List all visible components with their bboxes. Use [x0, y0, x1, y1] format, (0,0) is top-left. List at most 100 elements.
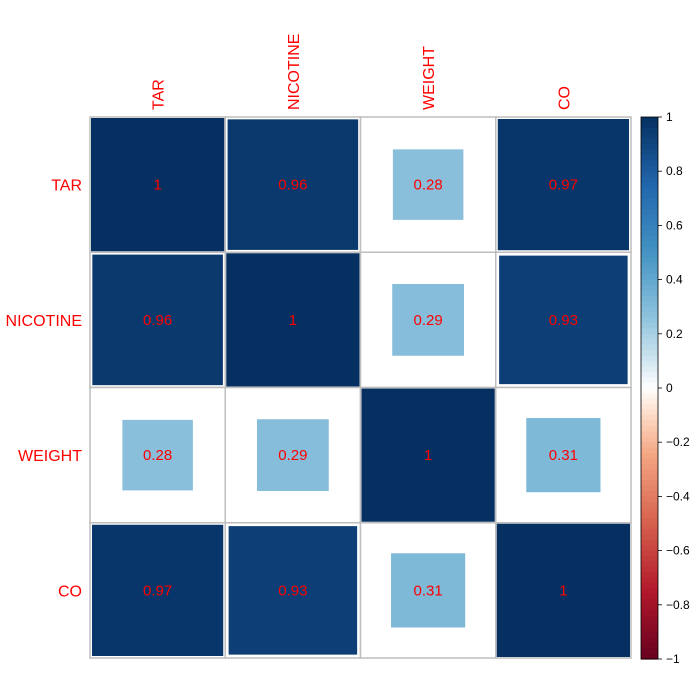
- colorbar-segment: [641, 648, 658, 655]
- colorbar-segment: [641, 545, 658, 552]
- colorbar-segment: [641, 198, 658, 205]
- correlation-square: [499, 255, 628, 385]
- colorbar-segment: [641, 425, 658, 432]
- colorbar-segment: [641, 577, 658, 584]
- colorbar-segment: [641, 295, 658, 302]
- colorbar-segment: [641, 285, 658, 292]
- colorbar-segment: [641, 447, 658, 454]
- colorbar-tick-label: −0.4: [666, 489, 690, 503]
- row-labels: TAR NICOTINE WEIGHT CO: [6, 178, 83, 601]
- colorbar-segment: [641, 344, 658, 351]
- colorbar-segment: [641, 436, 658, 443]
- colorbar-segment: [641, 360, 658, 367]
- correlation-value-label: 1: [153, 177, 161, 194]
- colorbar-segment: [641, 257, 658, 264]
- colorbar-tick-label: 1: [666, 110, 673, 124]
- colorbar-tick-label: −0.2: [666, 435, 690, 449]
- colorbar-tick-label: 0.6: [666, 218, 683, 232]
- colorbar-segment: [641, 583, 658, 590]
- colorbar-segment: [641, 355, 658, 362]
- colorbar-segment: [641, 371, 658, 378]
- colorbar-segment: [641, 518, 658, 525]
- colorbar-segment: [641, 138, 658, 145]
- colorbar-segment: [641, 247, 658, 254]
- correlation-value-label: 0.93: [549, 312, 578, 329]
- correlation-value-label: 0.31: [549, 447, 578, 464]
- correlation-square: [361, 388, 495, 522]
- colorbar-segment: [641, 268, 658, 275]
- colorbar-segment: [641, 127, 658, 134]
- correlation-square: [92, 524, 224, 656]
- colorbar-segment: [641, 209, 658, 216]
- colorbar-segment: [641, 642, 658, 649]
- colorbar-tick-label: −0.8: [666, 598, 690, 612]
- colorbar-segment: [641, 615, 658, 622]
- colorbar-segment: [641, 442, 658, 449]
- colorbar-segment: [641, 501, 658, 508]
- colorbar-segment: [641, 312, 658, 319]
- colorbar-segment: [641, 328, 658, 335]
- colorbar-segment: [641, 474, 658, 481]
- colorbar-segment: [641, 241, 658, 248]
- colorbar-segment: [641, 393, 658, 400]
- correlation-value-label: 0.29: [414, 312, 443, 329]
- colorbar-segment: [641, 453, 658, 460]
- correlation-value-label: 0.29: [278, 447, 307, 464]
- colorbar-segment: [641, 610, 658, 617]
- colorbar-segment: [641, 490, 658, 497]
- colorbar-tick-label: −1: [666, 652, 680, 666]
- colorbar-segment: [641, 561, 658, 568]
- colorbar-segment: [641, 133, 658, 140]
- row-label: NICOTINE: [6, 313, 82, 330]
- colorbar-segment: [641, 550, 658, 557]
- colorbar-segment: [641, 187, 658, 194]
- colorbar-tick-label: 0: [666, 381, 673, 395]
- colorbar-segment: [641, 415, 658, 422]
- colorbar-tick-label: −0.6: [666, 544, 690, 558]
- column-labels: TAR NICOTINE WEIGHT CO: [151, 34, 574, 110]
- colorbar-segment: [641, 556, 658, 563]
- colorbar-segment: [641, 339, 658, 346]
- colorbar-segment: [641, 534, 658, 541]
- colorbar-segment: [641, 274, 658, 281]
- correlation-value-label: 1: [289, 312, 297, 329]
- correlation-value-label: 0.97: [549, 177, 578, 194]
- colorbar-segment: [641, 507, 658, 514]
- colorbar-segment: [641, 160, 658, 167]
- colorbar-segment: [641, 366, 658, 373]
- correlation-square: [392, 149, 464, 220]
- colorbar-tick-label: 0.2: [666, 327, 683, 341]
- colorbar-segment: [641, 599, 658, 606]
- colorbar-segment: [641, 176, 658, 183]
- colorbar-segment: [641, 182, 658, 189]
- correlation-value-label: 0.28: [143, 447, 172, 464]
- correlation-square: [227, 119, 359, 250]
- colorbar-segment: [641, 252, 658, 259]
- colorbar-segment: [641, 480, 658, 487]
- correlation-square: [391, 553, 466, 628]
- colorbar-segment: [641, 377, 658, 384]
- colorbar-segment: [641, 409, 658, 416]
- colorbar-segment: [641, 214, 658, 221]
- column-label: CO: [556, 86, 573, 110]
- colorbar-segment: [641, 350, 658, 357]
- correlation-square: [256, 419, 329, 492]
- correlation-value-label: 1: [424, 447, 432, 464]
- correlation-value-label: 0.96: [143, 312, 172, 329]
- colorbar-segment: [641, 512, 658, 519]
- correlation-value-label: 1: [559, 582, 567, 599]
- color-legend: 1 0.8 0.6 0.4 0.2 0 −0.2 −0.4 −0.6 −0.8 −1: [640, 110, 690, 666]
- column-label: WEIGHT: [421, 46, 438, 110]
- heatmap-cells: 1 0.96 0.28 0.97 0.96 1 0.29 0.93 0.28 0.29 1 0.31 0…: [89, 116, 632, 659]
- colorbar-segment: [641, 398, 658, 405]
- colorbar-segment: [641, 122, 658, 129]
- correlation-value-label: 0.96: [278, 177, 307, 194]
- correlation-value-label: 0.28: [414, 177, 443, 194]
- colorbar-segment: [641, 279, 658, 286]
- colorbar-segment: [641, 637, 658, 644]
- colorbar-segment: [641, 203, 658, 210]
- colorbar-segment: [641, 306, 658, 313]
- colorbar-segment: [641, 528, 658, 535]
- colorbar-segment: [641, 192, 658, 199]
- correlation-square: [91, 118, 225, 252]
